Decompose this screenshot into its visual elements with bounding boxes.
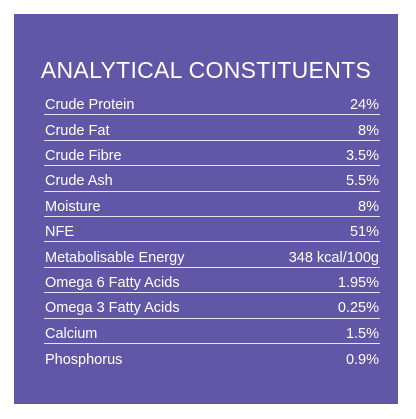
table-row: Crude Ash 5.5% xyxy=(44,166,380,192)
table-row: Crude Fibre 3.5% xyxy=(44,141,380,167)
constituent-label: Crude Protein xyxy=(45,97,135,114)
constituent-label: Omega 3 Fatty Acids xyxy=(45,300,180,317)
constituent-label: Crude Fat xyxy=(45,122,110,139)
constituent-value: 51% xyxy=(349,224,379,241)
constituents-table: Crude Protein 24% Crude Fat 8% Crude Fib… xyxy=(44,90,380,369)
table-row: NFE 51% xyxy=(44,217,380,243)
constituent-label: Calcium xyxy=(45,325,98,342)
constituent-value: 8% xyxy=(358,122,379,139)
table-row: Calcium 1.5% xyxy=(44,319,380,344)
table-row: Phosphorus 0.9% xyxy=(44,344,380,369)
table-row: Omega 6 Fatty Acids 1.95% xyxy=(44,268,380,294)
panel-title: ANALYTICAL CONSTITUENTS xyxy=(40,57,372,83)
analytical-constituents-panel: ANALYTICAL CONSTITUENTS Crude Protein 24… xyxy=(14,14,398,404)
table-row: Crude Fat 8% xyxy=(44,115,380,141)
constituent-value: 24% xyxy=(349,97,379,114)
constituent-label: Omega 6 Fatty Acids xyxy=(45,274,180,291)
constituent-value: 1.5% xyxy=(345,325,379,342)
constituent-label: NFE xyxy=(45,224,74,241)
constituent-value: 348 kcal/100g xyxy=(288,249,379,266)
constituent-value: 0.9% xyxy=(345,351,379,368)
table-row: Metabolisable Energy 348 kcal/100g xyxy=(44,242,380,268)
constituent-value: 1.95% xyxy=(337,274,379,291)
constituent-value: 3.5% xyxy=(345,147,379,164)
constituent-label: Crude Ash xyxy=(45,173,113,190)
constituent-value: 8% xyxy=(358,198,379,215)
table-row: Omega 3 Fatty Acids 0.25% xyxy=(44,293,380,319)
constituent-label: Moisture xyxy=(45,198,101,215)
constituent-label: Crude Fibre xyxy=(45,147,122,164)
constituent-value: 5.5% xyxy=(345,173,379,190)
constituent-label: Phosphorus xyxy=(45,351,123,368)
constituent-label: Metabolisable Energy xyxy=(45,249,185,266)
constituent-value: 0.25% xyxy=(337,300,379,317)
table-row: Moisture 8% xyxy=(44,192,380,217)
table-row: Crude Protein 24% xyxy=(44,90,380,116)
